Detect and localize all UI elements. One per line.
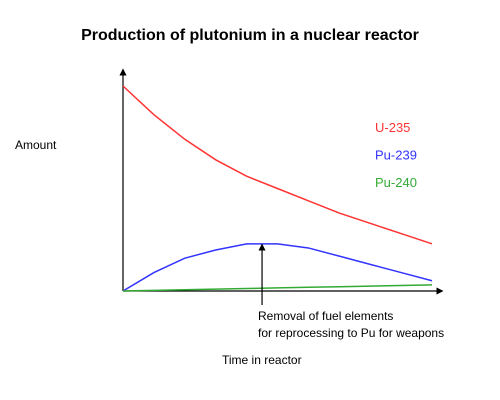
chart-title: Production of plutonium in a nuclear rea… — [81, 27, 419, 44]
legend-entry: U-235 — [375, 120, 410, 135]
annotation-text: Removal of fuel elements — [258, 309, 393, 323]
x-axis-label: Time in reactor — [222, 353, 302, 367]
annotation-text: for reprocessing to Pu for weapons — [258, 326, 444, 340]
line-series — [122, 85, 433, 245]
line-series — [122, 243, 433, 292]
line-series — [122, 284, 433, 292]
y-axis-label: Amount — [15, 138, 57, 152]
legend-entry: Pu-239 — [375, 148, 417, 163]
legend-entry: Pu-240 — [375, 175, 417, 190]
